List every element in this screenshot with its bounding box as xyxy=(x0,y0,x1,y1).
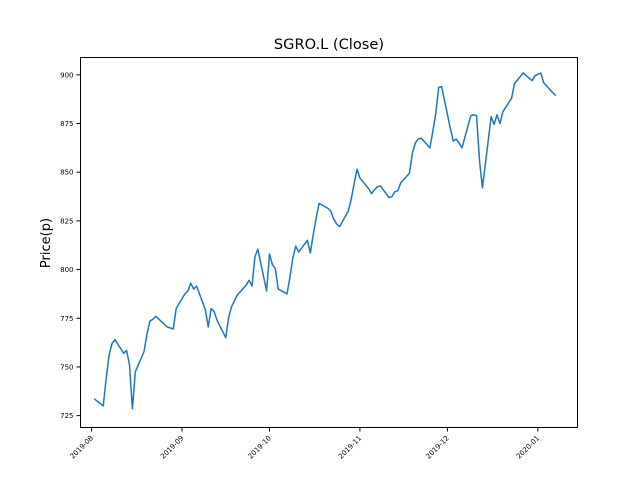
x-tick-label: 2020-01 xyxy=(515,434,541,460)
y-tick-label: 725 xyxy=(60,412,73,420)
x-tick-label: 2019-12 xyxy=(424,434,450,460)
y-axis-label: Price(p) xyxy=(39,218,54,268)
x-tick-label: 2019-11 xyxy=(337,434,363,460)
y-tick-labels: 725 750 775 800 825 850 875 900 xyxy=(60,71,73,420)
x-tick-label: 2019-10 xyxy=(247,434,273,460)
y-tick-label: 775 xyxy=(60,315,73,323)
plot-border xyxy=(80,57,578,428)
y-tick-label: 825 xyxy=(60,217,73,225)
y-tick-label: 850 xyxy=(60,169,73,177)
chart-title: SGRO.L (Close) xyxy=(274,36,384,53)
x-tick-label: 2019-09 xyxy=(159,434,185,460)
price-line-series xyxy=(93,72,557,410)
x-tick-label: 2019-08 xyxy=(69,434,95,460)
x-tick-marks xyxy=(91,427,539,432)
y-tick-label: 750 xyxy=(60,363,73,371)
y-tick-label: 800 xyxy=(60,266,73,274)
x-tick-labels: 2019-08 2019-09 2019-10 2019-11 2019-12 2020-… xyxy=(69,434,542,460)
y-tick-label: 875 xyxy=(60,120,73,128)
y-tick-label: 900 xyxy=(60,71,73,79)
y-tick-marks xyxy=(76,74,81,417)
